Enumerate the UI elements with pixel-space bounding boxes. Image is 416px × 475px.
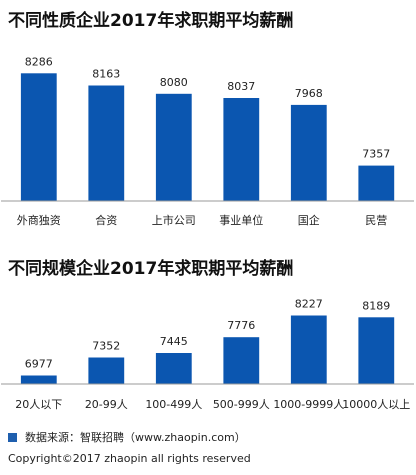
ownership-bar	[223, 98, 260, 201]
chart-title-size: 不同规模企业2017年求职期平均薪酬	[8, 259, 294, 279]
ownership-bar	[290, 104, 327, 201]
ownership-category-label: 民营	[365, 213, 387, 227]
size-category-label: 10000人以上	[342, 398, 410, 411]
ownership-category-label: 事业单位	[219, 213, 263, 227]
ownership-category-label: 上市公司	[152, 213, 196, 227]
size-value-label: 7445	[160, 335, 188, 348]
ownership-value-label: 8080	[160, 76, 188, 89]
size-value-label: 7776	[227, 319, 255, 332]
ownership-bar	[88, 85, 125, 201]
ownership-category-label: 外商独资	[17, 213, 61, 227]
ownership-bar	[155, 93, 192, 201]
size-bar	[155, 353, 192, 384]
size-value-label: 8227	[295, 298, 323, 311]
size-category-label: 20人以下	[15, 398, 62, 411]
size-bar	[358, 317, 395, 384]
size-category-label: 20-99人	[85, 398, 128, 411]
size-value-label: 7352	[92, 340, 120, 353]
ownership-category-label: 合资	[95, 213, 117, 227]
size-category-label: 100-499人	[145, 398, 202, 411]
ownership-salary-chart: 8286 外商独资 8163 合资 8080 上市公司 8037 事业单位 7968 国企 7357…	[1, 55, 414, 227]
copyright-text: Copyright©2017 zhaopin all rights reserv…	[8, 452, 251, 465]
legend-square-icon	[8, 432, 17, 442]
size-bar	[223, 337, 260, 384]
size-bar	[290, 315, 327, 384]
size-value-label: 6977	[25, 358, 53, 371]
ownership-value-label: 8286	[25, 55, 53, 68]
ownership-bar	[358, 165, 395, 201]
ownership-value-label: 7968	[295, 87, 323, 100]
ownership-value-label: 8163	[92, 68, 120, 81]
data-source-note: 数据来源：智联招聘（www.zhaopin.com）	[8, 429, 246, 445]
ownership-bar	[20, 73, 57, 201]
size-salary-chart: 6977 20人以下 7352 20-99人 7445 100-499人 7776 500-9…	[1, 298, 414, 411]
source-text: 数据来源：智联招聘（www.zhaopin.com）	[25, 431, 246, 444]
size-category-label: 1000-9999人	[273, 398, 344, 411]
ownership-value-label: 7357	[362, 148, 390, 161]
ownership-value-label: 8037	[227, 80, 255, 93]
size-category-label: 500-999人	[213, 398, 270, 411]
ownership-category-label: 国企	[298, 213, 320, 227]
chart-title-ownership: 不同性质企业2017年求职期平均薪酬	[8, 11, 294, 31]
size-bar	[88, 357, 125, 384]
size-value-label: 8189	[362, 299, 390, 312]
size-bar	[20, 375, 57, 384]
